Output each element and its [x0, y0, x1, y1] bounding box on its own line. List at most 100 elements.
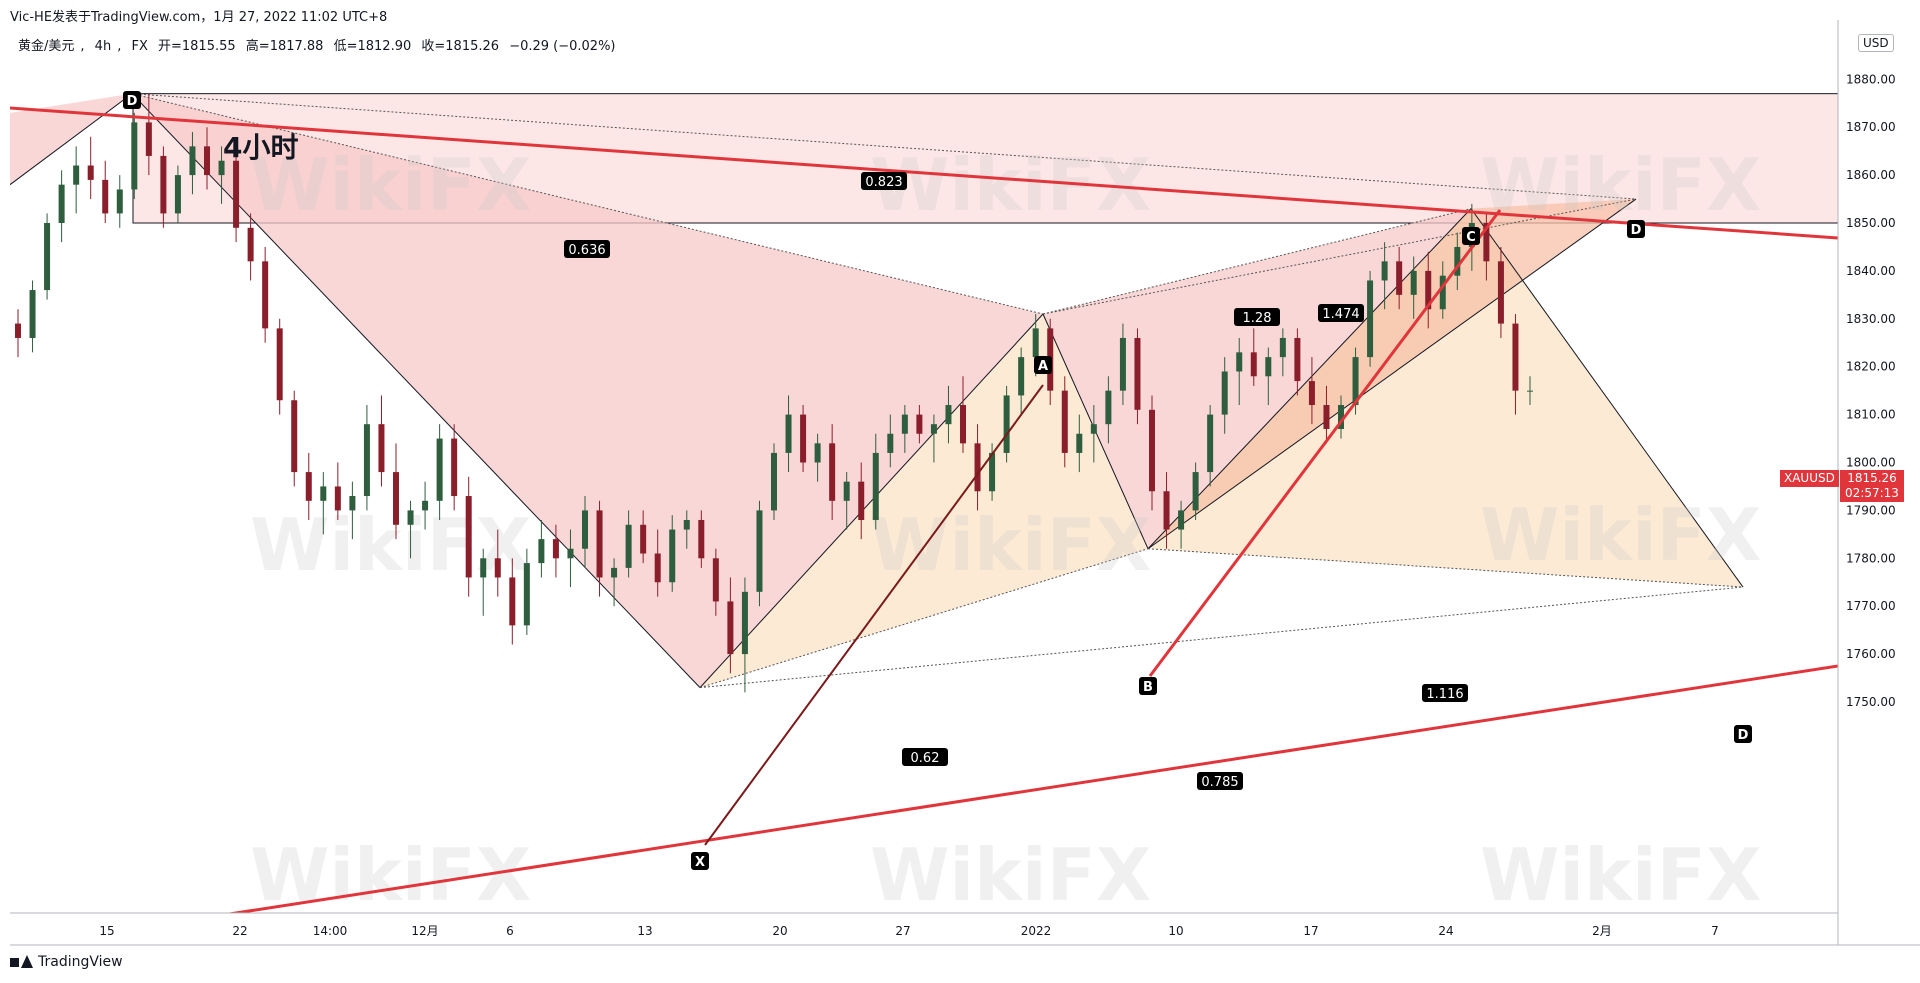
price-tick-label: 1860.00 [1846, 168, 1896, 182]
candle-body [1221, 371, 1228, 415]
harmonic-pattern [10, 93, 1744, 689]
candle-body [582, 510, 588, 549]
candle-body [233, 160, 240, 228]
candle-body [305, 472, 312, 501]
pattern-point-badge [1462, 227, 1480, 245]
candle-body [1425, 270, 1432, 310]
candle-body [73, 165, 80, 185]
ratio-badge [861, 172, 907, 190]
exchange: FX [131, 39, 148, 54]
candle-body [625, 524, 632, 568]
time-tick-label: 15 [99, 924, 114, 938]
time-tick-label: 24 [1438, 924, 1453, 938]
candle-body [1018, 357, 1025, 396]
price-axis[interactable]: 1750.00 1760.00 1770.00 1780.00 1790.00 1800.… [1846, 72, 1896, 709]
candle-body [567, 548, 574, 559]
candle-body [930, 424, 937, 434]
channel-trendline[interactable] [1148, 209, 1502, 677]
xa-trendline[interactable] [704, 384, 1044, 846]
candle-body [872, 452, 879, 520]
candle-body [363, 424, 370, 497]
candle-body [1236, 352, 1243, 372]
price-tick-label: 1820.00 [1846, 360, 1896, 374]
candle-body [640, 524, 647, 554]
watermark-text: WikiFX [250, 503, 531, 587]
bar-countdown: 02:57:13 [1845, 486, 1899, 500]
candle-body [1207, 414, 1214, 473]
ratio-label: 1.474 [1322, 307, 1359, 322]
ratio-badge [1318, 304, 1364, 322]
candle-body [44, 223, 51, 291]
pattern-point-label: D [1631, 223, 1642, 238]
time-tick-label: 6 [506, 924, 514, 938]
price-tick-label: 1780.00 [1846, 551, 1896, 565]
candle-body [1003, 395, 1010, 453]
price-tick-label: 1850.00 [1846, 216, 1896, 230]
candle-body [1192, 472, 1199, 511]
price-tick-label: 1760.00 [1846, 647, 1896, 661]
candle-body [189, 146, 196, 176]
time-tick-label: 22 [232, 924, 247, 938]
candle-body [15, 323, 21, 338]
time-tick-label: 13 [637, 924, 652, 938]
candle-body [247, 227, 254, 262]
candle-body [465, 496, 472, 578]
currency-button[interactable]: USD [1858, 34, 1894, 52]
candle-body [974, 443, 981, 492]
candle-body [1134, 337, 1141, 410]
tradingview-logo[interactable]: TradingView [10, 954, 123, 970]
tradingview-logo-icon [10, 955, 33, 969]
candle-body [538, 539, 545, 564]
pattern-point-label: B [1143, 680, 1153, 695]
interval[interactable]: 4h [94, 39, 112, 54]
candle-body [1076, 433, 1083, 453]
candle-body [829, 443, 836, 501]
leg-xa [699, 313, 1044, 688]
candle-body [204, 146, 210, 176]
candle-body [1119, 337, 1126, 391]
tradingview-logo-text: TradingView [38, 954, 123, 970]
candle-body [552, 539, 559, 559]
resistance-trendline[interactable] [10, 106, 1838, 240]
ratio-label: 1.116 [1426, 687, 1463, 702]
candle-body [1032, 328, 1039, 358]
trend-lines[interactable] [10, 106, 1838, 917]
time-axis[interactable]: 15 22 14:00 12月 6 13 20 27 2022 10 17 24 2月 7 [99, 924, 1718, 938]
ratio-line-0823 [131, 93, 1637, 200]
pattern-point-badge [1139, 677, 1157, 695]
candle-body [843, 481, 850, 501]
price-tick-label: 1800.00 [1846, 456, 1896, 470]
watermark-text: WikiFX [250, 143, 531, 227]
candle-body [334, 486, 341, 511]
time-tick-label: 2022 [1021, 924, 1052, 938]
candle-body [1105, 390, 1112, 425]
ratio-label: 0.823 [865, 175, 902, 190]
candle-body [698, 519, 705, 559]
candlestick-series [15, 93, 1533, 693]
ratio-line-128 [1042, 208, 1472, 315]
low-value: 低=1812.90 [333, 39, 412, 54]
candle-body [756, 510, 763, 592]
watermark-layer: WikiFX WikiFX WikiFX WikiFX WikiFX WikiFX Wiki… [250, 143, 1761, 917]
price-tick-label: 1790.00 [1846, 503, 1896, 517]
watermark-text: WikiFX [870, 503, 1151, 587]
candle-body [1250, 352, 1257, 377]
symbol-name[interactable]: 黄金/美元 [18, 39, 75, 54]
price-tick-label: 1770.00 [1846, 599, 1896, 613]
pattern-point-label: X [695, 855, 705, 870]
candle-body [407, 510, 414, 525]
last-price-value: 1815.26 [1847, 471, 1897, 485]
candle-body [422, 500, 429, 511]
candle-body [349, 496, 356, 511]
time-tick-label: 12月 [411, 924, 438, 938]
timeframe-annotation[interactable]: 4小时 [223, 131, 299, 164]
leg-pre-d [10, 93, 133, 186]
time-tick-label: 7 [1711, 924, 1719, 938]
leg-dx [131, 93, 701, 688]
candle-body [1294, 337, 1301, 382]
ratio-badge [1422, 684, 1468, 702]
pattern-labels: D X A B C D D 0.823 0.636 1.28 1.474 0.62 1.116 0.785 [123, 91, 1752, 870]
candle-body [276, 328, 283, 401]
support-trendline[interactable] [210, 664, 1838, 917]
